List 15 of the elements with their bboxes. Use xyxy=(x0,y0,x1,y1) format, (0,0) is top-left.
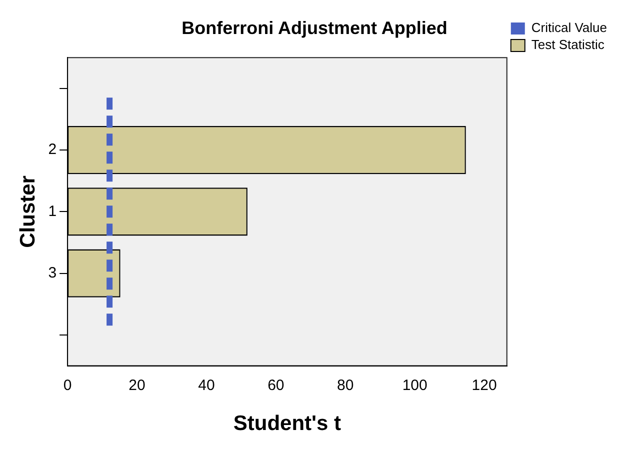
y-tick-label: 1 xyxy=(48,202,57,220)
x-tick-label: 120 xyxy=(472,376,497,394)
x-axis-title: Student's t xyxy=(233,412,342,436)
x-tick-label: 100 xyxy=(402,376,428,394)
x-tick-label: 20 xyxy=(128,376,146,394)
legend-label: Critical Value xyxy=(531,20,608,36)
y-tick-label: 3 xyxy=(48,264,57,282)
x-tick-label: 80 xyxy=(337,376,354,394)
x-tick-label: 0 xyxy=(63,376,72,394)
y-tick-label: 2 xyxy=(48,141,57,158)
x-tick-label: 60 xyxy=(268,376,284,394)
y-axis-title: Cluster xyxy=(16,176,40,248)
legend-label: Test Statistic xyxy=(531,37,605,52)
x-tick-label: 40 xyxy=(198,376,215,394)
chart-title: Bonferroni Adjustment Applied xyxy=(182,18,448,38)
